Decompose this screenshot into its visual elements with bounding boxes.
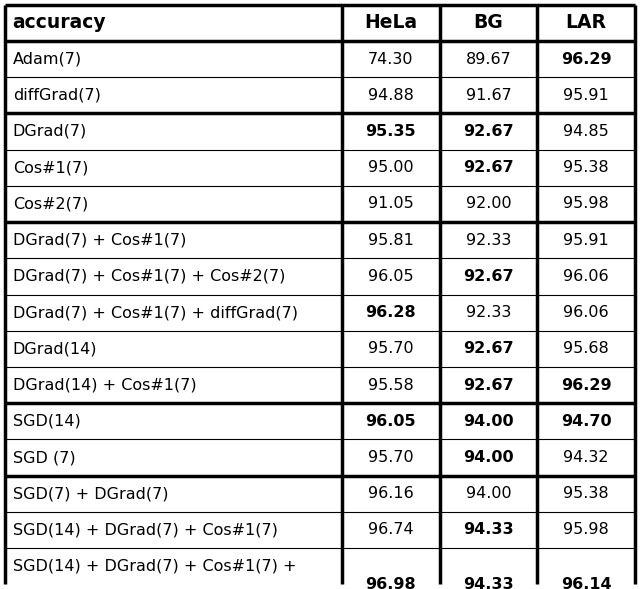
Text: 92.67: 92.67	[463, 124, 514, 139]
Text: 92.67: 92.67	[463, 269, 514, 284]
Text: 95.70: 95.70	[368, 342, 413, 356]
Text: 95.38: 95.38	[563, 487, 609, 501]
Text: 95.68: 95.68	[563, 342, 609, 356]
Text: 96.74: 96.74	[368, 522, 413, 537]
Text: 95.81: 95.81	[368, 233, 414, 247]
Text: 89.67: 89.67	[465, 52, 511, 67]
Text: 96.28: 96.28	[365, 305, 416, 320]
Text: DGrad(14) + Cos#1(7): DGrad(14) + Cos#1(7)	[13, 378, 196, 392]
Text: SGD(14) + DGrad(7) + Cos#1(7): SGD(14) + DGrad(7) + Cos#1(7)	[13, 522, 278, 537]
Text: 94.00: 94.00	[463, 414, 514, 429]
Text: 94.70: 94.70	[561, 414, 611, 429]
Text: 95.91: 95.91	[563, 233, 609, 247]
Text: 96.29: 96.29	[561, 378, 611, 392]
Text: DGrad(7): DGrad(7)	[13, 124, 87, 139]
Text: 96.98: 96.98	[365, 577, 416, 589]
Text: Cos#1(7): Cos#1(7)	[13, 160, 88, 175]
Text: DGrad(7) + Cos#1(7): DGrad(7) + Cos#1(7)	[13, 233, 186, 247]
Text: 94.88: 94.88	[368, 88, 414, 102]
Text: 92.67: 92.67	[463, 342, 514, 356]
Text: accuracy: accuracy	[13, 14, 106, 32]
Text: 96.06: 96.06	[563, 269, 609, 284]
Text: 92.33: 92.33	[466, 233, 511, 247]
Text: 94.00: 94.00	[463, 450, 514, 465]
Text: 96.05: 96.05	[368, 269, 413, 284]
Text: 92.00: 92.00	[466, 197, 511, 211]
Text: DGrad(14): DGrad(14)	[13, 342, 97, 356]
Text: DGrad(7) + Cos#1(7) + diffGrad(7): DGrad(7) + Cos#1(7) + diffGrad(7)	[13, 305, 298, 320]
Text: SGD (7): SGD (7)	[13, 450, 76, 465]
Text: 91.67: 91.67	[465, 88, 511, 102]
Text: SGD(14) + DGrad(7) + Cos#1(7) +: SGD(14) + DGrad(7) + Cos#1(7) +	[13, 559, 296, 574]
Text: diffGrad(7): diffGrad(7)	[13, 88, 100, 102]
Text: SGD(14): SGD(14)	[13, 414, 81, 429]
Text: SGD(7) + DGrad(7): SGD(7) + DGrad(7)	[13, 487, 168, 501]
Text: 95.35: 95.35	[365, 124, 416, 139]
Text: 92.33: 92.33	[466, 305, 511, 320]
Text: 94.00: 94.00	[466, 487, 511, 501]
Text: 92.67: 92.67	[463, 378, 514, 392]
Text: 74.30: 74.30	[368, 52, 413, 67]
Text: 94.32: 94.32	[563, 450, 609, 465]
Text: 96.16: 96.16	[368, 487, 413, 501]
Text: DGrad(7) + Cos#1(7) + Cos#2(7): DGrad(7) + Cos#1(7) + Cos#2(7)	[13, 269, 285, 284]
Text: 94.33: 94.33	[463, 522, 514, 537]
Text: BG: BG	[474, 14, 503, 32]
Text: 95.91: 95.91	[563, 88, 609, 102]
Text: 96.06: 96.06	[563, 305, 609, 320]
Text: 96.29: 96.29	[561, 52, 611, 67]
Text: Cos#2(7): Cos#2(7)	[13, 197, 88, 211]
Text: 95.00: 95.00	[368, 160, 413, 175]
Text: 95.70: 95.70	[368, 450, 413, 465]
Text: 94.33: 94.33	[463, 577, 514, 589]
Text: 91.05: 91.05	[368, 197, 413, 211]
Text: 92.67: 92.67	[463, 160, 514, 175]
Text: 96.14: 96.14	[561, 577, 611, 589]
Text: 95.38: 95.38	[563, 160, 609, 175]
Text: LAR: LAR	[566, 14, 607, 32]
Text: Adam(7): Adam(7)	[13, 52, 82, 67]
Text: 95.58: 95.58	[368, 378, 413, 392]
Text: HeLa: HeLa	[364, 14, 417, 32]
Text: 95.98: 95.98	[563, 197, 609, 211]
Text: 94.85: 94.85	[563, 124, 609, 139]
Text: 96.05: 96.05	[365, 414, 416, 429]
Text: 95.98: 95.98	[563, 522, 609, 537]
